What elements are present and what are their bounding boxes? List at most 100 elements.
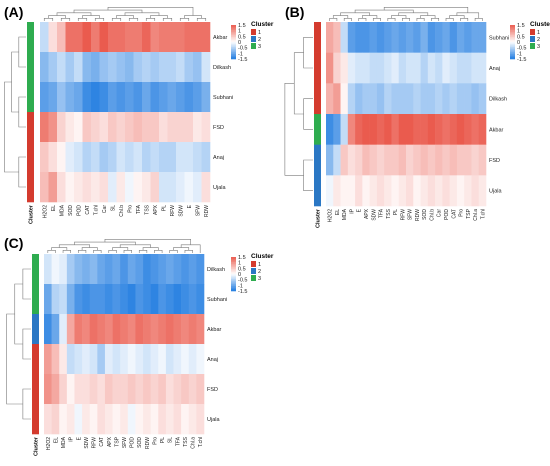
heatmap-cell [57, 112, 66, 143]
dendrogram-branch [284, 83, 304, 176]
heatmap-cell [65, 142, 75, 173]
heatmap-cell [165, 344, 174, 375]
heatmap-cell [420, 175, 429, 207]
heatmap-cell [427, 52, 436, 84]
heatmap-cell [112, 404, 121, 435]
heatmap-cell [391, 83, 400, 115]
column-label: H2O2 [328, 209, 334, 222]
heatmap-cell [391, 175, 400, 207]
heatmap-cell [89, 314, 98, 345]
column-label: TSS [144, 204, 150, 214]
row-label: Subhani [213, 95, 233, 101]
heatmap-cell [142, 52, 151, 83]
heatmap-cell [159, 22, 168, 53]
heatmap-cell [456, 22, 465, 53]
heatmap-cell [376, 114, 385, 145]
color-scale-step [231, 272, 236, 275]
heatmap-cell [133, 142, 143, 173]
heatmap-cell [398, 144, 407, 176]
heatmap-cell [347, 114, 356, 145]
dendrogram-branch [138, 249, 148, 253]
heatmap-cell [435, 144, 443, 176]
color-scale-step [231, 36, 236, 39]
color-scale-step [510, 52, 515, 55]
heatmap-cell [104, 314, 113, 345]
dendrogram-branch [332, 15, 349, 19]
color-scale-step [231, 285, 236, 288]
color-scale-step [231, 289, 236, 292]
cluster-label: 2 [258, 269, 261, 275]
heatmap-cell [65, 52, 75, 83]
color-scale-step [231, 267, 236, 270]
heatmap-cell [456, 83, 465, 115]
heatmap-cell [59, 314, 68, 345]
heatmap-cell [355, 83, 363, 115]
color-scale-step [231, 47, 236, 50]
heatmap-cell [135, 374, 144, 405]
dendrogram-branch [124, 12, 160, 16]
dendrogram-branch [18, 96, 26, 128]
heatmap-cell [91, 172, 100, 203]
heatmap-cell [158, 374, 167, 405]
column-label: E [76, 436, 82, 440]
heatmap-cell [82, 82, 92, 113]
heatmap-cell [74, 142, 83, 173]
dendrogram-branch [391, 15, 407, 19]
heatmap-cell [158, 254, 167, 285]
heatmap-cell [478, 175, 487, 207]
color-scale-step [510, 48, 515, 51]
dendrogram-branch [11, 51, 19, 113]
heatmap-cell [48, 112, 58, 143]
heatmap-cell [193, 142, 202, 173]
color-scale-label: -1 [238, 283, 243, 289]
heatmap-cell [120, 374, 129, 405]
dendrogram-branch [402, 17, 410, 21]
color-scale-label: -0.5 [238, 278, 247, 284]
heatmap-cell [464, 52, 472, 84]
heatmap-cell [127, 374, 136, 405]
panel-label: (A) [4, 4, 23, 20]
heatmap-cell [40, 172, 49, 203]
column-labels: H2O2 EL MDA IP E APX SDW TFA TSS PL RFW SFW RDW SOD Ch… [328, 208, 487, 222]
row-label: FSD [207, 387, 218, 393]
heatmap-cell [133, 52, 143, 83]
heatmap-cell [326, 144, 334, 176]
heatmap-cell [406, 144, 414, 176]
column-label: Chl.a [191, 437, 197, 449]
heatmap-cell [48, 82, 58, 113]
heatmap-cell [188, 314, 197, 345]
row-label: Akbar [489, 127, 504, 133]
heatmap-cell [427, 83, 436, 115]
dendrogram-branch [343, 17, 352, 21]
heatmap-cell [150, 404, 159, 435]
cluster-bar-segment [32, 404, 39, 435]
cluster-bar-segment [27, 142, 34, 173]
dendrogram-branch [73, 9, 143, 13]
column-label: T.chl [198, 437, 204, 447]
color-scale-label: 1.5 [238, 255, 246, 261]
dendrogram-branch [145, 17, 156, 21]
heatmap-cell [456, 114, 465, 145]
heatmap-cell [108, 22, 117, 53]
heatmap-cell [176, 52, 185, 83]
heatmap-cell [376, 83, 385, 115]
row-label: Dilkash [213, 65, 231, 71]
heatmap-cell [471, 52, 480, 84]
heatmap-cell [51, 404, 60, 435]
color-scale-step [231, 25, 236, 27]
color-scale-step [231, 26, 236, 29]
heatmap-cell [176, 142, 185, 173]
column-label: POD [444, 209, 450, 220]
column-labels: H2O2 EL MDA IP E SDW RFW CAT APX TSP SFW POD SOD RDW P… [46, 436, 204, 450]
heatmap-cell [133, 22, 143, 53]
heatmap-panel-c: (C) Dilkash Subhani Akbar Anaj FSD Ujala H2O2… [4, 235, 227, 456]
color-scale-step [231, 258, 236, 261]
heatmap-cell [347, 83, 356, 115]
heatmap-cell [398, 83, 407, 115]
heatmap-cell [150, 22, 160, 53]
column-label: SL [110, 205, 116, 211]
heatmap-cell [478, 83, 487, 115]
heatmap-cell [125, 172, 134, 203]
dendrogram-branch [107, 7, 194, 16]
heatmap-cell [74, 344, 83, 375]
